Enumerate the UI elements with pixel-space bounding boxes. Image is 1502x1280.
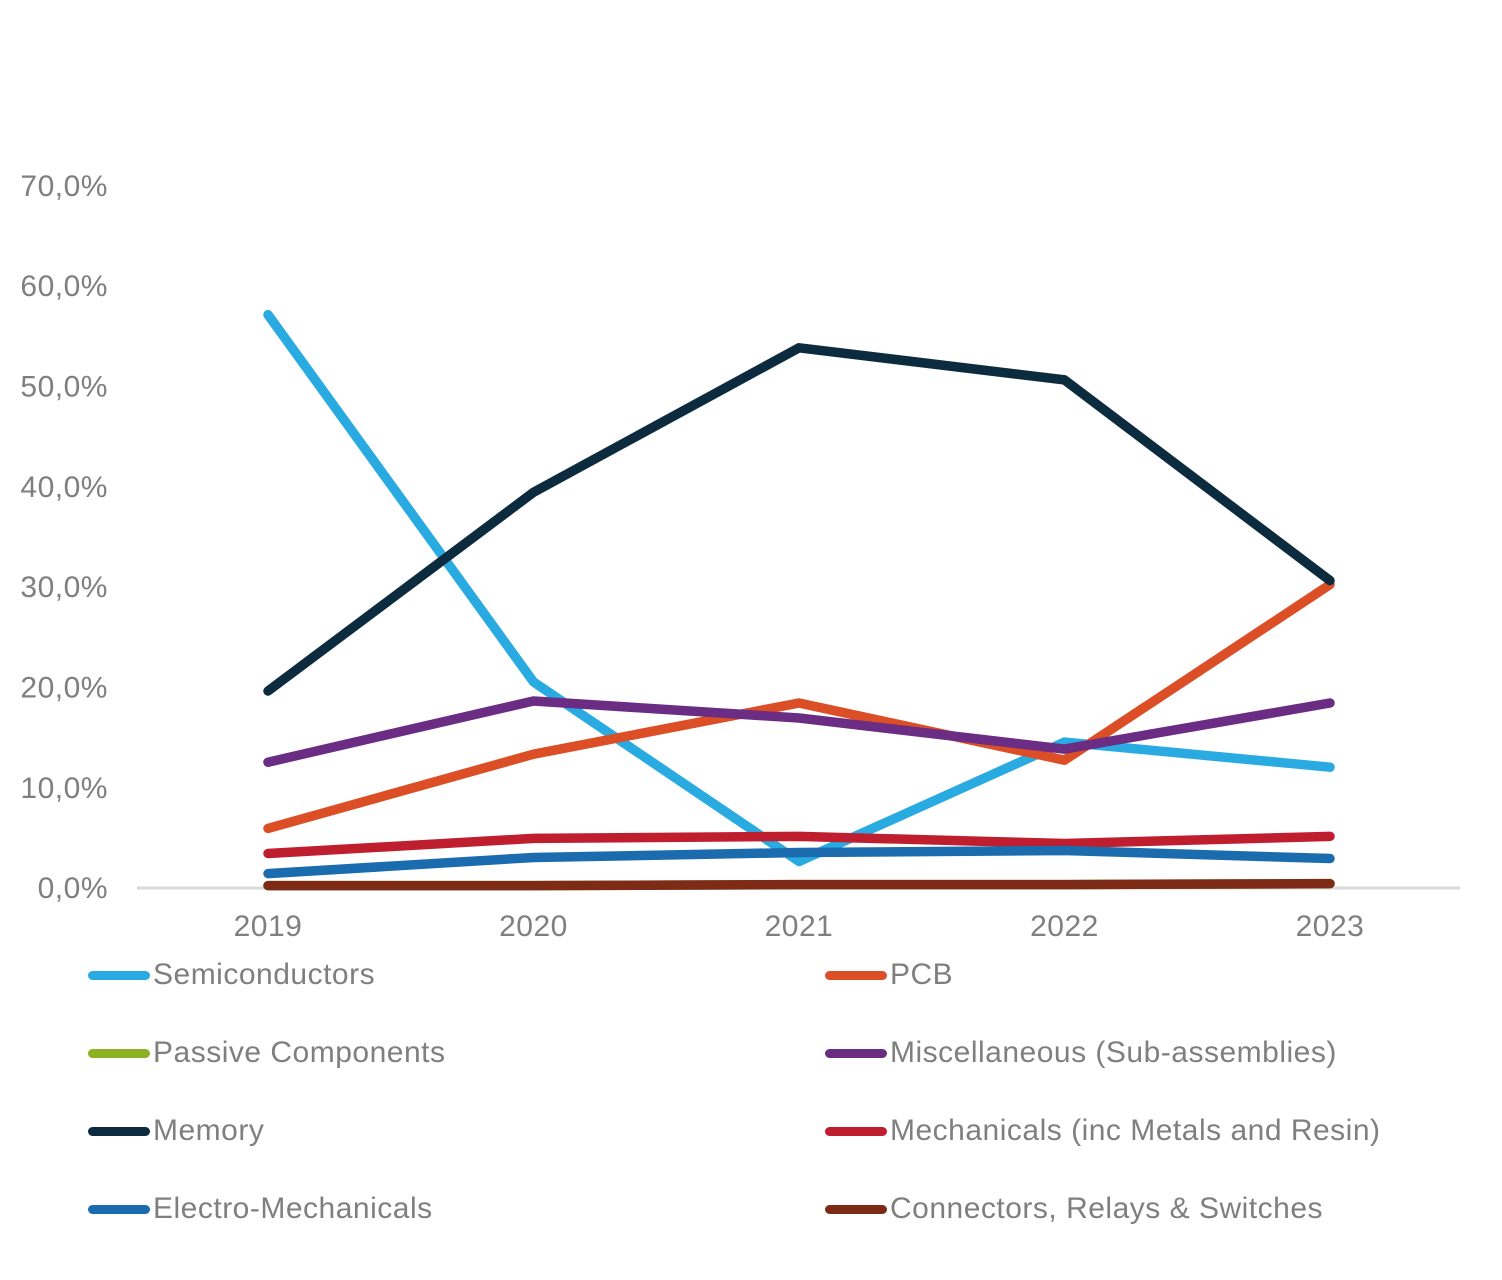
legend-swatch-electro-mechanicals [88, 1204, 150, 1214]
x-axis-tick-label: 2019 [234, 910, 303, 943]
legend-item-miscellaneous: Miscellaneous (Sub-assemblies) [825, 1036, 1502, 1069]
legend-label-pcb: PCB [890, 958, 954, 991]
series-line-memory [263, 343, 1335, 696]
y-axis-tick-label: 10,0% [20, 772, 108, 805]
legend-label-miscellaneous: Miscellaneous (Sub-assemblies) [890, 1036, 1337, 1069]
y-axis-tick-label: 0,0% [38, 872, 108, 905]
x-axis: 2019 2020 2021 2022 2023 [234, 910, 1365, 943]
y-axis-tick-label: 30,0% [20, 571, 108, 604]
legend-label-memory: Memory [153, 1114, 265, 1147]
legend-swatch-connectors-relays-switches [825, 1204, 887, 1214]
x-axis-tick-label: 2022 [1030, 910, 1099, 943]
legend-item-passive-components: Passive Components [88, 1036, 825, 1069]
y-axis-tick-label: 70,0% [20, 170, 108, 203]
series-line-connectors-relays-switches [263, 878, 1335, 891]
y-axis: 70,0% 60,0% 50,0% 40,0% 30,0% 20,0% 10,0% 0,0% [20, 170, 108, 905]
legend-swatch-mechanicals [825, 1126, 887, 1136]
series-line-miscellaneous-sub-assemblies [263, 696, 1335, 767]
x-axis-tick-label: 2021 [765, 910, 834, 943]
legend-label-semiconductors: Semiconductors [153, 958, 376, 991]
chart-legend: Semiconductors PCB Passive Components Mi… [0, 958, 1502, 1225]
y-axis-tick-label: 50,0% [20, 371, 108, 404]
legend-swatch-pcb [825, 970, 887, 980]
legend-swatch-passive-components [88, 1048, 150, 1058]
legend-label-passive-components: Passive Components [153, 1036, 446, 1069]
series-line-mechanicals-inc-metals-and-resin [263, 831, 1335, 859]
legend-item-connectors-relays-switches: Connectors, Relays & Switches [825, 1192, 1502, 1225]
legend-label-mechanicals: Mechanicals (inc Metals and Resin) [890, 1114, 1381, 1147]
legend-swatch-memory [88, 1126, 150, 1136]
legend-item-electro-mechanicals: Electro-Mechanicals [88, 1192, 825, 1225]
y-axis-tick-label: 20,0% [20, 671, 108, 704]
legend-item-semiconductors: Semiconductors [88, 958, 825, 991]
x-axis-tick-label: 2020 [499, 910, 568, 943]
legend-swatch-miscellaneous [825, 1048, 887, 1058]
legend-label-electro-mechanicals: Electro-Mechanicals [153, 1192, 433, 1225]
x-axis-tick-label: 2023 [1296, 910, 1365, 943]
line-chart: 70,0%60,0%50,0%40,0%30,0%20,0%10,0%0,0% … [20, 170, 1460, 943]
legend-item-mechanicals: Mechanicals (inc Metals and Resin) [825, 1114, 1502, 1147]
legend-label-connectors-relays-switches: Connectors, Relays & Switches [890, 1192, 1324, 1225]
legend-swatch-semiconductors [88, 970, 150, 980]
y-axis-tick-label: 60,0% [20, 270, 108, 303]
legend-item-pcb: PCB [825, 958, 1502, 991]
series-lines [263, 309, 1335, 891]
series-line-electro-mechanicals [263, 845, 1335, 879]
legend-item-memory: Memory [88, 1114, 825, 1147]
y-axis-tick-label: 40,0% [20, 471, 108, 504]
series-line-pcb [263, 579, 1335, 834]
